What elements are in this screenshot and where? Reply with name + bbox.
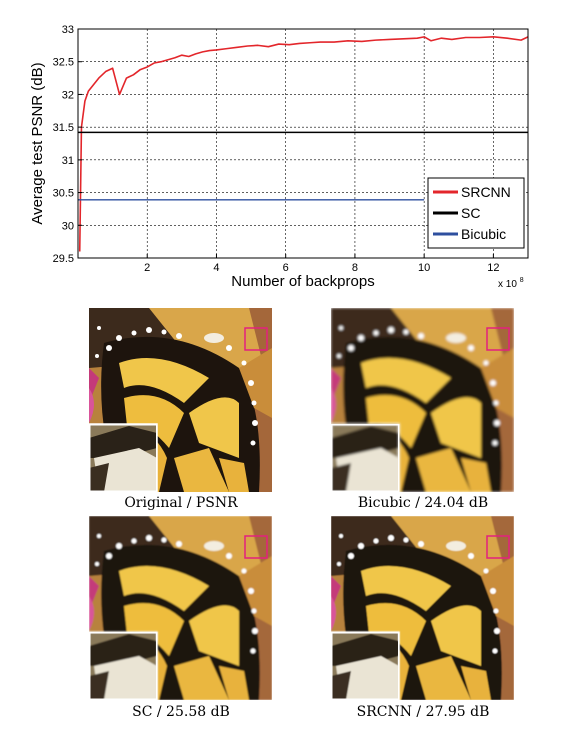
y-tick-label: 30.5 [53, 188, 74, 200]
x-axis-title: Number of backprops [231, 273, 374, 290]
x-tick-label: 8 [352, 262, 358, 274]
x-tick-label: 6 [283, 262, 289, 274]
legend-label-bicubic: Bicubic [461, 226, 506, 242]
y-tick-label: 31.5 [53, 122, 74, 134]
plot-frame [77, 28, 529, 259]
series-line-srcnn [78, 36, 529, 252]
caption-srcnn: SRCNN / 27.95 dB [356, 704, 490, 720]
x-tick-label: 2 [144, 262, 150, 274]
y-tick-label: 30 [62, 220, 74, 232]
legend-label-sc: SC [461, 205, 480, 221]
image-panel-sc [89, 516, 272, 700]
butterfly-image [89, 308, 272, 492]
axis-ticks: 2 4 6 8 10 12 29.5 30 30.5 31 31.5 32 32.5 33 [53, 24, 500, 274]
caption-bicubic: Bicubic / 24.04 dB [357, 495, 489, 511]
y-tick-label: 32.5 [53, 57, 74, 69]
caption-original: Original / PSNR [124, 495, 238, 511]
x-tick-label: 10 [418, 262, 430, 274]
image-panel-bicubic [331, 308, 514, 492]
caption-sc: SC / 25.58 dB [132, 704, 230, 720]
grid-lines [78, 29, 528, 258]
legend-label-srcnn: SRCNN [461, 184, 511, 200]
chart-legend: SRCNN SC Bicubic [427, 177, 525, 249]
image-panel-original [89, 308, 272, 492]
x-axis-multiplier-exponent: 8 [520, 277, 524, 284]
y-tick-label: 29.5 [53, 253, 74, 265]
butterfly-image [331, 308, 514, 492]
series-lines [78, 36, 529, 252]
y-tick-label: 33 [62, 24, 74, 36]
butterfly-image [89, 516, 272, 700]
x-tick-label: 12 [487, 262, 499, 274]
butterfly-image [331, 516, 514, 700]
y-tick-label: 32 [62, 89, 74, 101]
y-tick-label: 31 [62, 155, 74, 167]
x-axis-multiplier-base: x 10 [498, 279, 517, 290]
x-tick-label: 4 [213, 262, 219, 274]
x-axis-multiplier: x 10 8 [498, 277, 524, 290]
image-panel-srcnn [331, 516, 514, 700]
psnr-line-chart: 2 4 6 8 10 12 29.5 30 30.5 31 31.5 32 32.5 33 Number … [29, 24, 529, 290]
y-axis-title: Average test PSNR (dB) [29, 62, 46, 224]
